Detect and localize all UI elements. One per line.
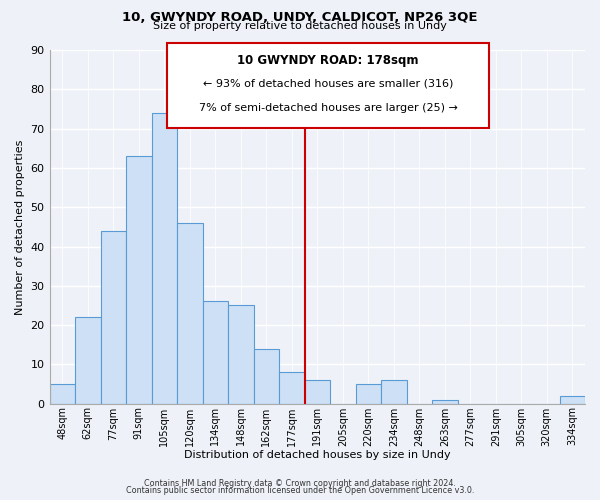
Bar [177,223,203,404]
X-axis label: Distribution of detached houses by size in Undy: Distribution of detached houses by size … [184,450,451,460]
Text: Contains HM Land Registry data © Crown copyright and database right 2024.: Contains HM Land Registry data © Crown c… [144,478,456,488]
Bar [126,156,152,404]
Text: 10 GWYNDY ROAD: 178sqm: 10 GWYNDY ROAD: 178sqm [237,54,419,66]
Bar [560,396,585,404]
Bar [305,380,330,404]
Bar [203,302,228,404]
Bar [101,231,126,404]
Bar [432,400,458,404]
Bar [75,317,101,404]
Text: 10, GWYNDY ROAD, UNDY, CALDICOT, NP26 3QE: 10, GWYNDY ROAD, UNDY, CALDICOT, NP26 3Q… [122,11,478,24]
FancyBboxPatch shape [167,43,488,128]
Bar [381,380,407,404]
Text: ← 93% of detached houses are smaller (316): ← 93% of detached houses are smaller (31… [203,78,453,88]
Text: 7% of semi-detached houses are larger (25) →: 7% of semi-detached houses are larger (2… [199,103,457,113]
Bar [254,348,279,404]
Bar [279,372,305,404]
Text: Size of property relative to detached houses in Undy: Size of property relative to detached ho… [153,21,447,31]
Y-axis label: Number of detached properties: Number of detached properties [15,139,25,314]
Bar [50,384,75,404]
Bar [152,113,177,404]
Bar [228,306,254,404]
Text: Contains public sector information licensed under the Open Government Licence v3: Contains public sector information licen… [126,486,474,495]
Bar [356,384,381,404]
